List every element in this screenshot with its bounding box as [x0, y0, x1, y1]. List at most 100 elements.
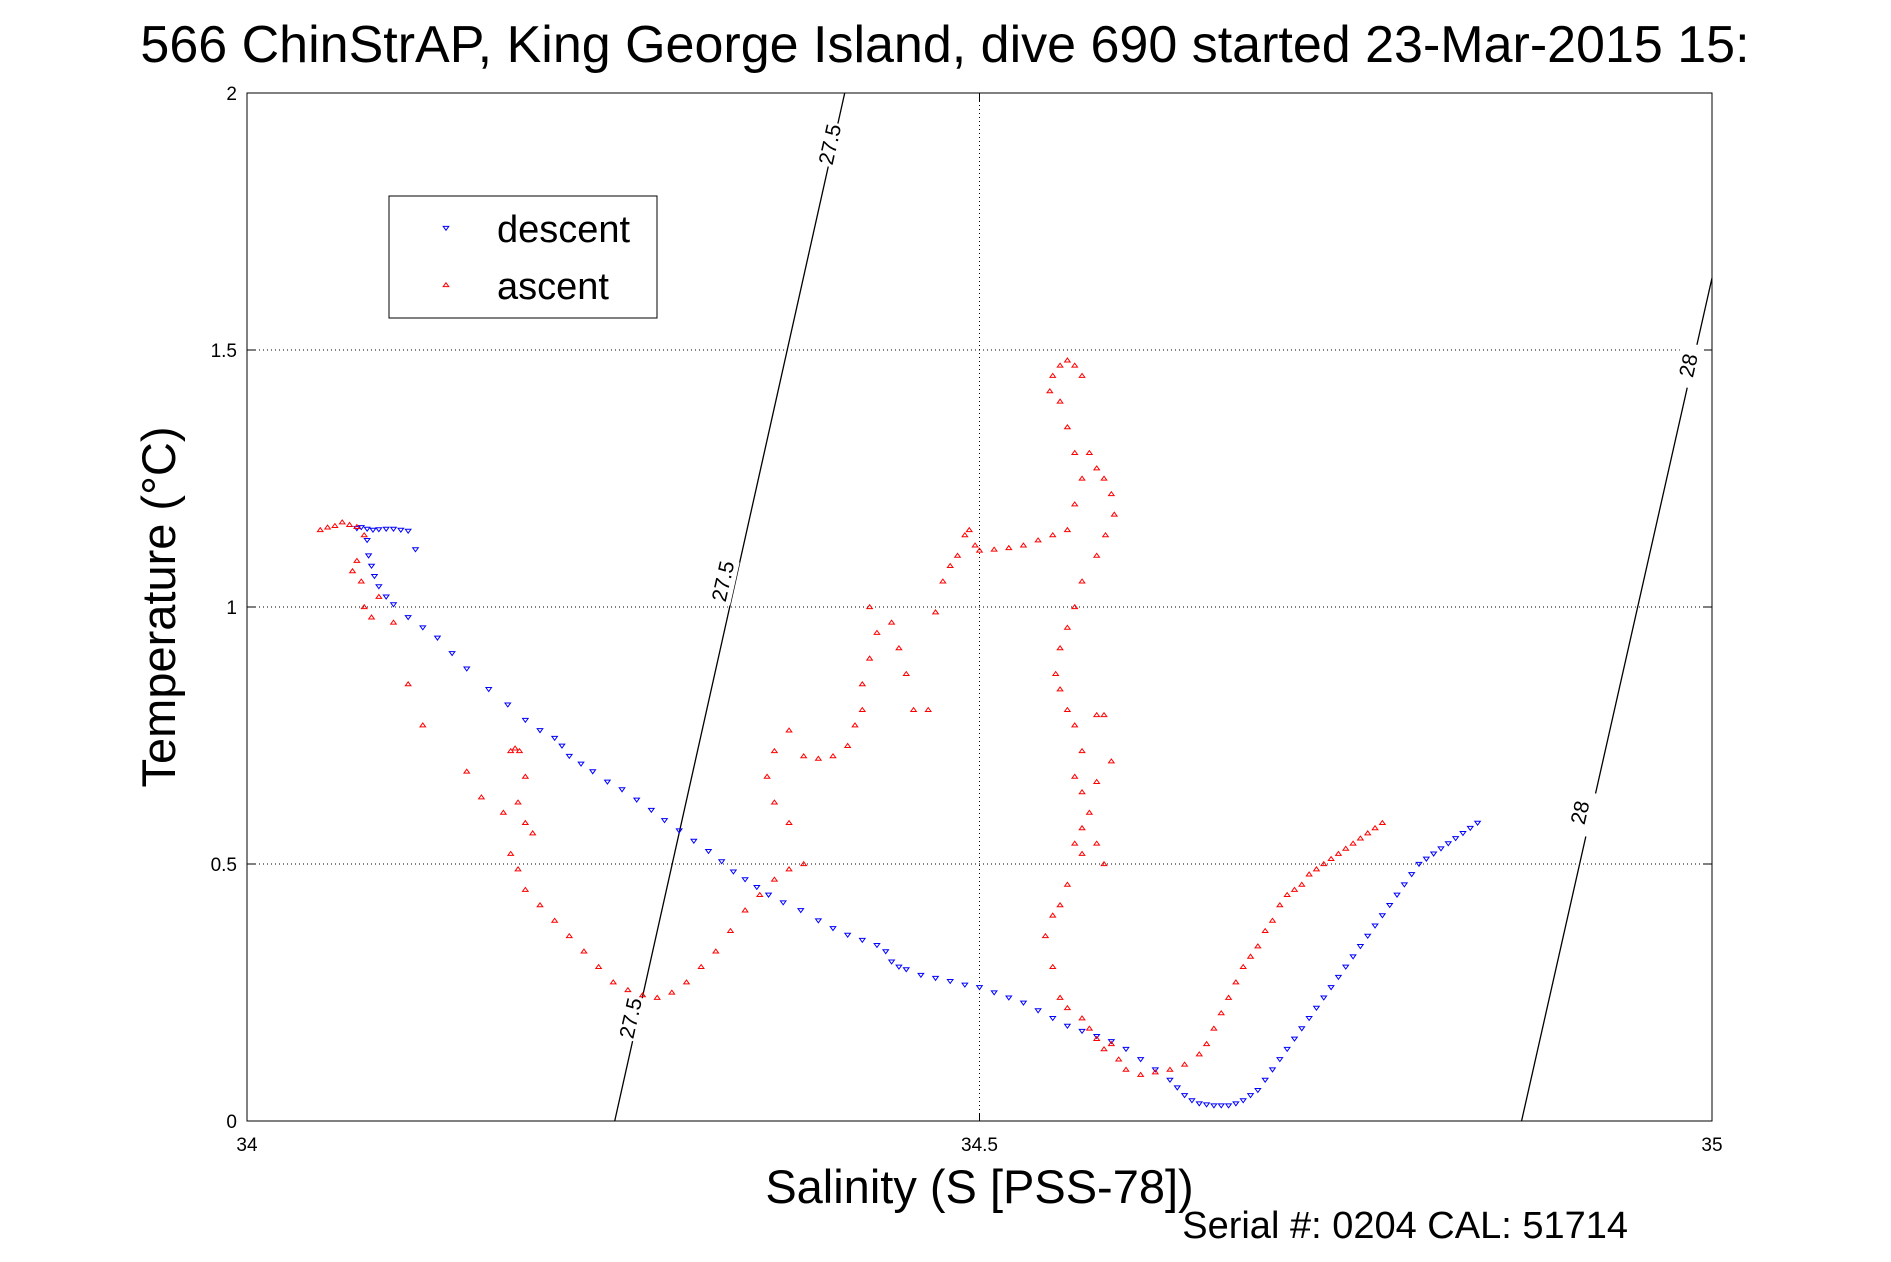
descent-marker [729, 869, 738, 875]
descent-marker [433, 635, 442, 641]
ascent-marker [1100, 1045, 1108, 1052]
descent-marker [1261, 1077, 1269, 1083]
descent-marker [1276, 1057, 1284, 1063]
ascent-marker [1063, 1004, 1072, 1011]
ascent-marker [755, 891, 764, 898]
ascent-marker [741, 907, 749, 913]
ascent-marker [1078, 788, 1086, 795]
descent-marker [1363, 933, 1372, 940]
descent-marker [881, 949, 890, 955]
descent-marker [675, 828, 683, 834]
ascent-marker [858, 680, 867, 687]
ascent-marker [1085, 1025, 1094, 1031]
ascent-marker [375, 593, 383, 599]
ascent-marker [1056, 686, 1064, 692]
ascent-marker [770, 876, 779, 882]
descent-marker [632, 797, 641, 803]
descent-marker [1378, 913, 1387, 919]
ascent-marker [1334, 850, 1343, 856]
ascent-marker [1056, 645, 1064, 651]
descent-marker [1407, 872, 1416, 878]
ascent-marker [323, 524, 332, 530]
ascent-marker [1378, 819, 1387, 826]
descent-marker [363, 538, 371, 544]
ascent-marker [814, 755, 823, 761]
ascent-marker [843, 742, 852, 748]
descent-marker [1305, 1016, 1313, 1022]
descent-marker [404, 528, 412, 535]
ascent-marker [770, 747, 779, 754]
descent-marker [1298, 1026, 1306, 1032]
ascent-marker [965, 526, 974, 533]
y-tick-label: 1.5 [211, 341, 237, 362]
descent-marker [419, 625, 427, 631]
descent-marker [411, 547, 420, 553]
ascent-marker [1063, 357, 1072, 363]
isopycnal-label-bg [1563, 788, 1597, 837]
descent-marker [1019, 1000, 1028, 1006]
ascent-marker [1232, 979, 1240, 985]
ascent-marker [726, 927, 735, 933]
ascent-marker [1063, 526, 1072, 533]
ascent-marker [873, 629, 881, 635]
descent-marker [895, 964, 903, 970]
ascent-marker [528, 830, 537, 836]
ascent-marker [389, 619, 398, 625]
descent-marker [1400, 882, 1409, 888]
ascent-marker [1363, 830, 1372, 836]
descent-marker [448, 651, 456, 657]
ascent-marker [1092, 465, 1101, 471]
descent-marker [843, 932, 852, 939]
descent-marker [1334, 974, 1343, 981]
descent-marker [779, 900, 787, 906]
ascent-marker [1048, 912, 1057, 918]
descent-marker [1320, 995, 1328, 1001]
descent-marker [1459, 830, 1467, 837]
ascent-marker [348, 567, 357, 574]
ascent-marker [1195, 1051, 1204, 1057]
ascent-marker [1107, 1040, 1116, 1047]
descent-marker [796, 908, 805, 914]
descent-marker [1092, 1034, 1101, 1040]
ascent-marker [1101, 531, 1110, 538]
ascent-marker [1110, 511, 1119, 517]
ascent-marker [858, 706, 867, 712]
ascent-marker [1070, 449, 1079, 455]
descent-marker [902, 967, 911, 973]
ascent-marker [971, 542, 979, 548]
ascent-marker [1078, 747, 1086, 754]
ascent-marker [1070, 501, 1079, 507]
ascent-marker [521, 819, 530, 826]
ascent-marker [594, 963, 603, 969]
ascent-marker [565, 932, 574, 939]
ascent-marker [367, 614, 376, 620]
ascent-marker [785, 866, 793, 872]
legend: descent ascent [388, 195, 658, 319]
ascent-marker [1056, 994, 1064, 1000]
x-tick-label: 34.5 [961, 1135, 998, 1156]
ascent-marker [785, 819, 793, 826]
ascent-marker [1261, 927, 1269, 933]
descent-marker [1107, 1039, 1116, 1045]
descent-marker [1188, 1098, 1196, 1104]
ascent-marker [1210, 1025, 1218, 1031]
ascent-marker [1056, 362, 1064, 368]
x-tick-label: 34 [236, 1135, 258, 1156]
descent-marker [946, 979, 954, 985]
descent-marker [1232, 1101, 1240, 1107]
descent-marker [858, 937, 867, 944]
ascent-marker [1048, 372, 1057, 378]
ascent-marker [1107, 758, 1116, 764]
ascent-marker [1107, 490, 1116, 497]
descent-marker [375, 584, 383, 590]
ascent-marker [511, 745, 519, 751]
ascent-marker [946, 562, 954, 569]
ascent-marker [990, 546, 998, 552]
ascent-marker [1051, 670, 1060, 676]
descent-marker [961, 982, 969, 988]
ascent-marker [1246, 953, 1255, 959]
descent-marker [1166, 1077, 1174, 1083]
ascent-marker [331, 522, 339, 528]
isopycnal-label-bg [706, 557, 740, 606]
